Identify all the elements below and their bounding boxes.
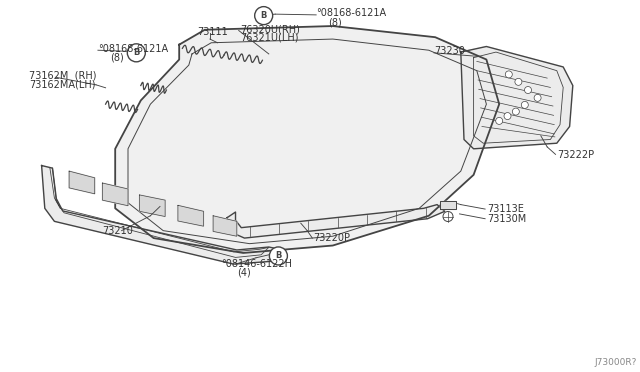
Circle shape — [525, 87, 531, 93]
Circle shape — [506, 71, 512, 78]
Text: °08168-6121A: °08168-6121A — [98, 44, 168, 54]
Text: 73162MA(LH): 73162MA(LH) — [29, 80, 95, 90]
Text: 73230: 73230 — [434, 46, 465, 56]
Polygon shape — [440, 201, 456, 209]
Text: 73111: 73111 — [197, 27, 228, 37]
Text: 73220P: 73220P — [314, 233, 351, 243]
Circle shape — [513, 108, 519, 115]
Circle shape — [496, 118, 502, 124]
Circle shape — [534, 94, 541, 101]
Text: (4): (4) — [237, 267, 250, 277]
Polygon shape — [227, 205, 445, 238]
Text: B: B — [275, 251, 282, 260]
Text: °08146-6122H: °08146-6122H — [221, 259, 292, 269]
Text: B: B — [133, 48, 140, 57]
Circle shape — [515, 78, 522, 85]
Circle shape — [443, 212, 453, 221]
Polygon shape — [42, 166, 283, 264]
Polygon shape — [213, 216, 237, 236]
Polygon shape — [461, 46, 573, 149]
Polygon shape — [102, 183, 128, 206]
Polygon shape — [178, 205, 204, 226]
Text: (8): (8) — [328, 17, 342, 27]
Text: °08168-6121A: °08168-6121A — [316, 9, 387, 18]
Text: 73113E: 73113E — [488, 204, 525, 214]
Text: 73130M: 73130M — [488, 214, 527, 224]
Circle shape — [127, 44, 145, 62]
Circle shape — [269, 247, 287, 265]
Text: J73000R?: J73000R? — [595, 358, 637, 367]
Text: (8): (8) — [110, 52, 124, 62]
Polygon shape — [140, 195, 165, 217]
Text: B: B — [260, 11, 267, 20]
Text: 76321U(LH): 76321U(LH) — [240, 33, 298, 43]
Polygon shape — [69, 171, 95, 194]
Circle shape — [255, 7, 273, 25]
Text: 73222P: 73222P — [557, 151, 594, 160]
Text: 76320U(RH): 76320U(RH) — [240, 25, 300, 35]
Text: 73162M  (RH): 73162M (RH) — [29, 71, 96, 81]
Text: 73210: 73210 — [102, 227, 133, 236]
Polygon shape — [115, 26, 499, 253]
Circle shape — [504, 113, 511, 119]
Circle shape — [522, 102, 528, 108]
